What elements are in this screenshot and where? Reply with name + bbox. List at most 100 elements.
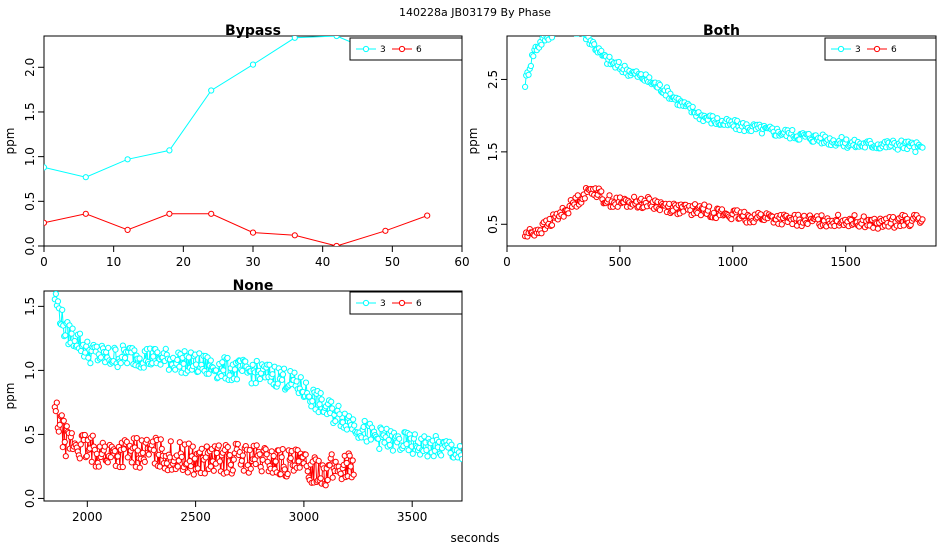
data-point: [190, 471, 197, 478]
data-point: [598, 188, 605, 195]
data-point: [124, 360, 131, 367]
data-point: [63, 423, 70, 430]
data-point: [560, 21, 565, 26]
data-point: [564, 23, 569, 28]
data-point: [789, 127, 796, 134]
data-point: [150, 447, 157, 454]
data-point: [44, 219, 48, 226]
data-point: [456, 443, 462, 450]
data-point: [328, 451, 335, 458]
data-point: [53, 399, 60, 406]
y-tick-label: 0.5: [23, 192, 37, 211]
data-point: [818, 212, 825, 219]
x-tick-label: 1500: [830, 255, 861, 269]
data-point: [389, 447, 396, 454]
x-tick-label: 50: [385, 255, 400, 269]
data-point: [279, 446, 286, 453]
x-tick-label: 0: [40, 255, 48, 269]
plot-area: [51, 291, 462, 489]
data-point: [233, 376, 241, 383]
data-point: [333, 242, 340, 246]
data-point: [128, 459, 135, 466]
x-tick-label: 30: [245, 255, 260, 269]
data-point: [216, 458, 223, 465]
data-point: [553, 28, 558, 33]
x-tick-label: 500: [608, 255, 631, 269]
data-point: [576, 28, 581, 33]
data-point: [562, 28, 567, 33]
data-point: [162, 345, 169, 352]
data-point: [205, 370, 212, 377]
y-axis-label: ppm: [3, 128, 17, 155]
data-point: [900, 222, 907, 229]
series-6: [522, 185, 926, 240]
data-point: [229, 467, 236, 474]
data-point: [184, 469, 191, 476]
plot-area: [522, 21, 926, 240]
data-point: [256, 375, 264, 383]
legend-label: 6: [416, 45, 422, 55]
data-point: [145, 451, 152, 458]
data-point: [104, 459, 111, 466]
data-point: [124, 156, 131, 163]
data-point: [263, 451, 270, 458]
data-point: [566, 21, 571, 26]
data-point: [185, 440, 192, 447]
data-point: [378, 426, 385, 433]
plot-frame: [43, 290, 463, 502]
data-point: [778, 221, 785, 228]
x-tick-label: 3000: [289, 510, 320, 524]
data-point: [843, 136, 850, 143]
data-point: [838, 134, 845, 141]
data-point: [210, 467, 217, 474]
data-point: [112, 346, 119, 353]
data-point: [386, 441, 393, 449]
data-point: [318, 396, 325, 403]
data-point: [201, 470, 208, 477]
data-point: [281, 365, 288, 372]
data-point: [582, 28, 587, 33]
data-point: [291, 232, 298, 239]
data-point: [606, 192, 613, 199]
data-point: [718, 206, 726, 213]
y-tick-label: 1.5: [23, 102, 37, 121]
data-point: [117, 360, 124, 367]
data-point: [114, 363, 121, 371]
data-point: [458, 455, 462, 463]
data-point: [249, 229, 257, 236]
data-point: [706, 203, 713, 210]
data-point: [223, 469, 230, 476]
data-point: [262, 446, 269, 453]
data-point: [525, 71, 532, 78]
data-point: [166, 147, 173, 154]
panel-title: None: [233, 278, 274, 294]
data-point: [224, 444, 231, 451]
data-point: [55, 428, 62, 435]
data-point: [796, 136, 803, 143]
data-point: [198, 445, 205, 452]
data-point: [403, 441, 410, 448]
data-point: [131, 347, 138, 354]
y-tick-label: 1.5: [23, 297, 37, 316]
data-point: [345, 413, 353, 420]
data-point: [912, 148, 919, 155]
data-point: [226, 452, 233, 459]
data-point: [141, 458, 148, 465]
data-point: [423, 447, 430, 454]
data-point: [343, 426, 350, 433]
data-point: [656, 207, 664, 214]
data-point: [574, 192, 581, 199]
series-6: [51, 399, 357, 489]
data-point: [81, 431, 88, 439]
data-point: [97, 354, 105, 361]
y-tick-label: 0.0: [23, 489, 37, 508]
data-point: [61, 438, 68, 446]
data-point: [571, 22, 576, 27]
data-point: [93, 343, 100, 350]
data-point: [646, 74, 653, 81]
data-point: [295, 458, 302, 465]
data-point: [119, 463, 126, 471]
data-point: [68, 330, 75, 337]
data-point: [121, 354, 129, 361]
